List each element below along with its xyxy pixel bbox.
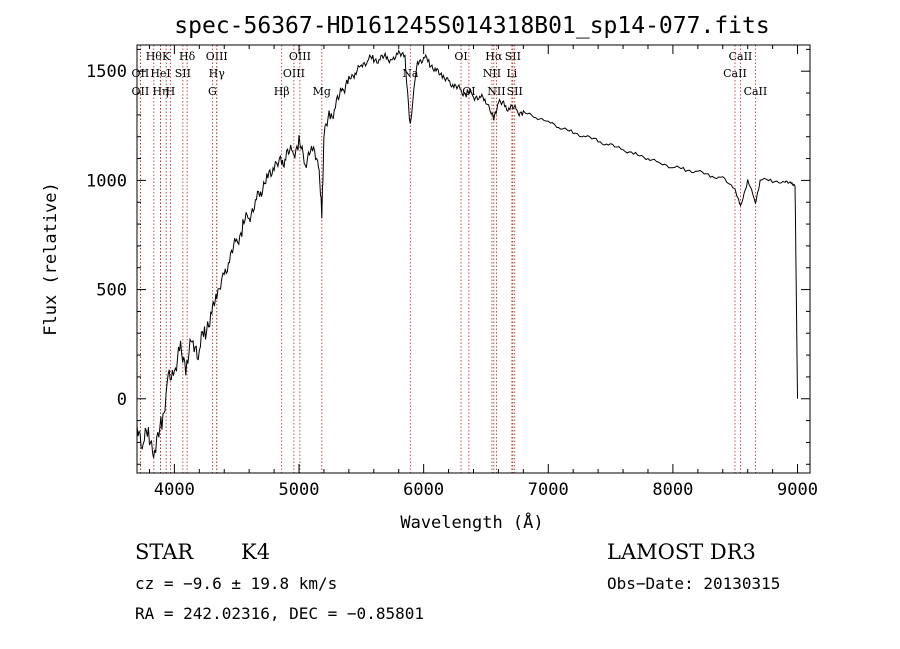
x-tick-label: 5000 bbox=[279, 480, 320, 500]
x-axis-label: Wavelength (Å) bbox=[400, 511, 543, 533]
x-tick-label: 7000 bbox=[528, 480, 569, 500]
line-marker-label: SII bbox=[507, 85, 523, 98]
line-marker-label: HeI bbox=[150, 67, 170, 80]
x-tick-label: 9000 bbox=[777, 480, 818, 500]
line-marker-label: Hγ bbox=[209, 67, 226, 80]
y-tick-label: 0 bbox=[117, 390, 127, 410]
y-tick-label: 1000 bbox=[86, 171, 127, 191]
observation-date: Obs−Date: 20130315 bbox=[607, 574, 780, 593]
line-marker-label: OIII bbox=[283, 67, 305, 80]
line-marker-label: CaII bbox=[723, 67, 747, 80]
line-marker-label: SII bbox=[175, 67, 191, 80]
plot-frame bbox=[136, 44, 811, 474]
y-axis-label: Flux (relative) bbox=[41, 182, 61, 336]
line-marker-label: Hα bbox=[485, 50, 503, 63]
axis-ticks: 4000 5000 6000 7000 8000 9000 0 500 1000 1500 bbox=[86, 45, 818, 500]
line-marker-label: OII bbox=[132, 85, 150, 98]
object-class: STAR bbox=[135, 540, 194, 564]
line-marker-label: OI bbox=[462, 85, 475, 98]
line-marker-label: NII bbox=[487, 85, 505, 98]
x-tick-label: 8000 bbox=[652, 480, 693, 500]
line-marker-label: CaII bbox=[729, 50, 753, 63]
chart-title: spec-56367-HD161245S014318B01_sp14-077.f… bbox=[174, 13, 769, 39]
line-marker-label: Hθ bbox=[146, 50, 163, 63]
line-marker-label: SII bbox=[505, 50, 521, 63]
line-marker-label: Li bbox=[506, 67, 517, 80]
object-subclass: K4 bbox=[241, 540, 270, 564]
line-marker-label: OIII bbox=[289, 50, 311, 63]
x-tick-label: 6000 bbox=[403, 480, 444, 500]
y-tick-label: 1500 bbox=[86, 62, 127, 82]
survey-name: LAMOST DR3 bbox=[607, 540, 756, 564]
x-tick-label: 4000 bbox=[154, 480, 195, 500]
spectrum-series bbox=[136, 49, 798, 458]
line-marker-label: G bbox=[208, 85, 217, 98]
y-tick-label: 500 bbox=[96, 281, 127, 301]
series-line bbox=[136, 49, 798, 458]
line-marker-label: OI bbox=[454, 50, 467, 63]
line-marker-label: Hβ bbox=[274, 85, 290, 98]
line-marker-label: NII bbox=[483, 67, 501, 80]
line-marker-label: Mg bbox=[313, 85, 331, 98]
line-marker-label: K bbox=[162, 50, 171, 63]
line-marker-label: Hδ bbox=[179, 50, 196, 63]
redshift-cz: cz = −9.6 ± 19.8 km/s bbox=[135, 574, 337, 593]
line-marker-label: CaII bbox=[744, 85, 768, 98]
coordinates: RA = 242.02316, DEC = −0.85801 bbox=[135, 604, 424, 623]
line-marker-label: H bbox=[166, 85, 176, 98]
